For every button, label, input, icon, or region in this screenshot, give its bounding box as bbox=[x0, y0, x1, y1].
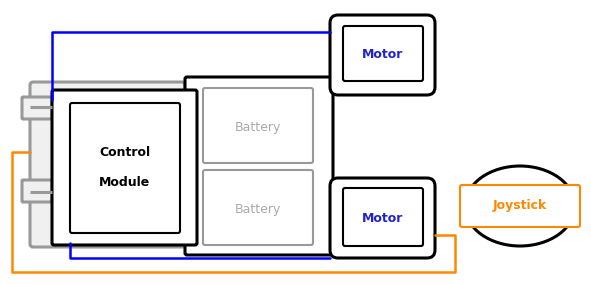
FancyBboxPatch shape bbox=[22, 180, 52, 202]
Text: Battery: Battery bbox=[235, 204, 281, 216]
FancyBboxPatch shape bbox=[52, 90, 197, 245]
FancyBboxPatch shape bbox=[70, 103, 180, 233]
Text: Motor: Motor bbox=[362, 212, 404, 224]
FancyBboxPatch shape bbox=[343, 26, 423, 81]
FancyBboxPatch shape bbox=[330, 178, 435, 258]
FancyBboxPatch shape bbox=[460, 185, 580, 227]
FancyBboxPatch shape bbox=[203, 170, 313, 245]
FancyBboxPatch shape bbox=[343, 188, 423, 246]
Text: Control

Module: Control Module bbox=[99, 147, 151, 189]
FancyBboxPatch shape bbox=[30, 82, 185, 247]
FancyBboxPatch shape bbox=[185, 77, 333, 255]
FancyBboxPatch shape bbox=[22, 97, 52, 119]
FancyBboxPatch shape bbox=[330, 15, 435, 95]
Text: Motor: Motor bbox=[362, 49, 404, 62]
Ellipse shape bbox=[465, 166, 575, 246]
Text: Battery: Battery bbox=[235, 122, 281, 135]
Text: Joystick: Joystick bbox=[493, 199, 547, 212]
FancyBboxPatch shape bbox=[203, 88, 313, 163]
